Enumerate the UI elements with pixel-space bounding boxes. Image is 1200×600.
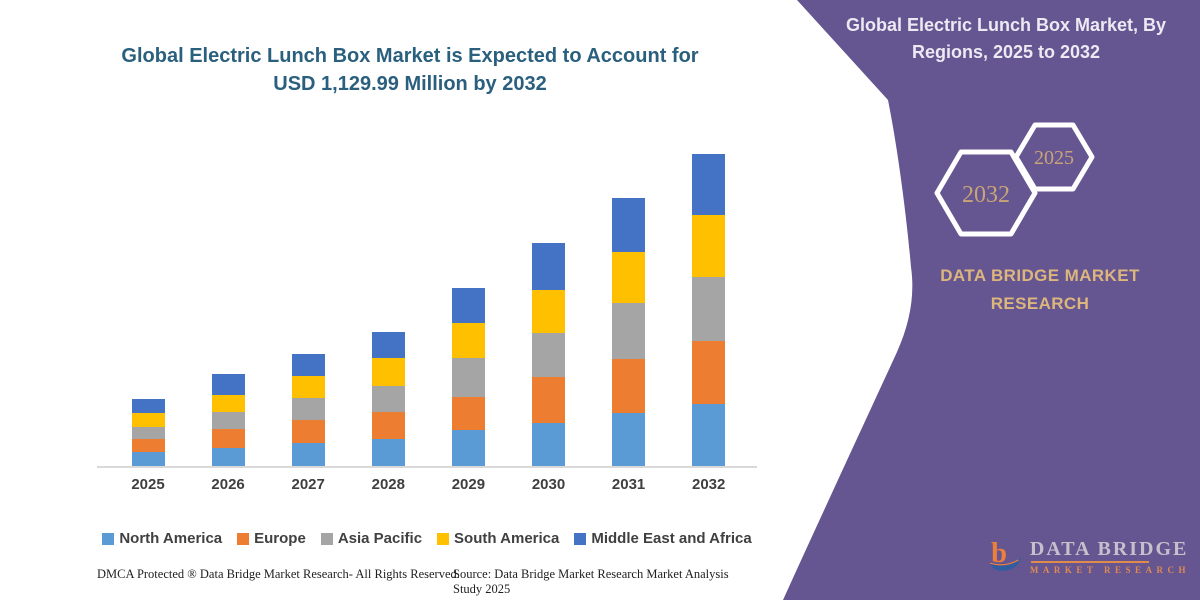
footer-dmca-text: DMCA Protected ® Data Bridge Market Rese… — [97, 567, 460, 581]
legend-marker-middle-east-and-africa — [574, 532, 587, 545]
chart-legend: North America Europe Asia Pacific South Ame… — [97, 530, 757, 547]
bar-2028-middle-east-and-africa — [371, 331, 405, 359]
hexagon-2032-outline — [934, 149, 1038, 237]
logo-swoosh-accent — [990, 559, 1019, 566]
logo-b-glyph: b — [991, 538, 1007, 569]
bar-2028 — [371, 331, 405, 466]
bar-2029-europe — [451, 396, 485, 431]
bar-2026-middle-east-and-africa — [211, 374, 245, 395]
hexagon-2032: 2032 — [934, 149, 1038, 237]
bar-2032-north-america — [692, 404, 726, 466]
legend-label-south-america: South America — [454, 530, 560, 547]
bar-2028-asia-pacific — [371, 385, 405, 412]
bar-2028-north-america — [371, 439, 405, 466]
bar-2031-south-america — [612, 251, 646, 303]
bar-2027-asia-pacific — [291, 398, 325, 421]
bar-2025-europe — [131, 439, 165, 452]
x-label-2032: 2032 — [692, 476, 726, 493]
bar-2027-europe — [291, 420, 325, 444]
bar-2029-middle-east-and-africa — [451, 287, 485, 323]
side-panel-heading: Global Electric Lunch Box Market, By Reg… — [845, 15, 1167, 62]
chart-title: Global Electric Lunch Box Market is Expe… — [80, 42, 740, 98]
bar-2031-north-america — [612, 413, 646, 466]
x-axis-labels: 2025 2026 2027 2028 2029 2030 2031 2032 — [97, 476, 757, 496]
x-label-2030: 2030 — [531, 476, 566, 493]
x-label-2028: 2028 — [371, 476, 405, 493]
legend-marker-asia-pacific — [320, 532, 333, 545]
bar-2030-north-america — [532, 422, 565, 466]
x-label-2029: 2029 — [451, 476, 486, 493]
legend-item-middle-east-and-africa: Middle East and Africa — [574, 530, 752, 547]
bar-2030-asia-pacific — [532, 332, 565, 378]
bar-2025-north-america — [131, 451, 165, 466]
legend-label-asia-pacific: Asia Pacific — [337, 530, 423, 547]
bar-2029-asia-pacific — [451, 357, 485, 397]
bar-2026-asia-pacific — [211, 411, 245, 430]
bar-2027-north-america — [291, 443, 325, 466]
brand-heading: DATA BRIDGE MARKET RESEARCH — [940, 266, 1140, 313]
x-label-2031: 2031 — [611, 476, 646, 493]
bar-2032-middle-east-and-africa — [692, 154, 726, 216]
bar-2030-south-america — [532, 289, 565, 333]
bar-2025-south-america — [131, 413, 165, 427]
bar-2031-asia-pacific — [612, 302, 646, 359]
logo-divider — [1030, 560, 1149, 563]
bar-2025-middle-east-and-africa — [131, 399, 165, 414]
bar-2027-south-america — [291, 376, 325, 399]
bar-2030 — [532, 242, 565, 466]
data-bridge-logo: b DATA BRIDGE MARKET RESEARCH — [990, 520, 1190, 592]
legend-marker-north-america — [102, 532, 115, 545]
x-label-2025: 2025 — [131, 476, 165, 493]
bar-2029 — [451, 287, 485, 466]
legend-label-europe: Europe — [254, 530, 306, 547]
logo-name: DATA BRIDGE — [1029, 537, 1189, 560]
chart-title-line2: USD 1,129.99 Million by 2032 — [273, 73, 547, 95]
bar-2025 — [131, 399, 165, 466]
legend-label-middle-east-and-africa: Middle East and Africa — [591, 530, 752, 547]
bar-2030-middle-east-and-africa — [532, 242, 565, 290]
bar-2029-south-america — [451, 323, 485, 358]
x-label-2027: 2027 — [291, 476, 325, 493]
bar-2026-north-america — [211, 448, 245, 466]
bar-2025-asia-pacific — [131, 426, 165, 440]
bar-2030-europe — [532, 377, 565, 423]
bar-2029-north-america — [451, 430, 485, 466]
bar-2031 — [612, 197, 646, 466]
legend-marker-europe — [237, 532, 250, 545]
hexagon-2025: 2025 — [1013, 122, 1095, 192]
bar-2028-south-america — [371, 358, 405, 386]
bar-2026 — [211, 374, 245, 466]
bar-2027 — [291, 353, 325, 466]
bar-2026-europe — [211, 429, 245, 449]
footer-source-text: Source: Data Bridge Market Research Mark… — [453, 567, 729, 596]
legend-marker-south-america — [437, 532, 450, 545]
hexagon-2025-label: 2025 — [1034, 147, 1074, 169]
x-label-2026: 2026 — [211, 476, 245, 493]
logo-subtitle: MARKET RESEARCH — [1029, 564, 1190, 575]
legend-label-north-america: North America — [119, 530, 223, 547]
bar-2031-europe — [612, 358, 646, 413]
hexagon-2032-label: 2032 — [962, 182, 1010, 208]
logo-texts: DATA BRIDGE MARKET RESEARCH — [1030, 538, 1190, 575]
bar-2031-middle-east-and-africa — [612, 197, 646, 252]
bar-2032-south-america — [692, 215, 726, 277]
chart-title-line1: Global Electric Lunch Box Market is Expe… — [121, 45, 699, 67]
footer: DMCA Protected ® Data Bridge Market Rese… — [97, 567, 759, 596]
bar-2026-south-america — [211, 394, 245, 412]
bar-2032-asia-pacific — [692, 276, 726, 342]
logo-swoosh — [990, 557, 1021, 571]
hexagon-2025-outline — [1013, 122, 1095, 192]
bar-2028-europe — [371, 411, 405, 440]
legend-item-europe: Europe — [237, 530, 306, 547]
legend-item-north-america: North America — [102, 530, 222, 547]
legend-item-south-america: South America — [437, 530, 559, 547]
legend-item-asia-pacific: Asia Pacific — [320, 530, 423, 547]
bar-2032 — [692, 154, 726, 466]
plot-area — [97, 140, 757, 468]
bar-2032-europe — [692, 341, 726, 405]
data-bridge-logo-icon: b — [990, 538, 1021, 571]
bar-2027-middle-east-and-africa — [291, 353, 325, 377]
